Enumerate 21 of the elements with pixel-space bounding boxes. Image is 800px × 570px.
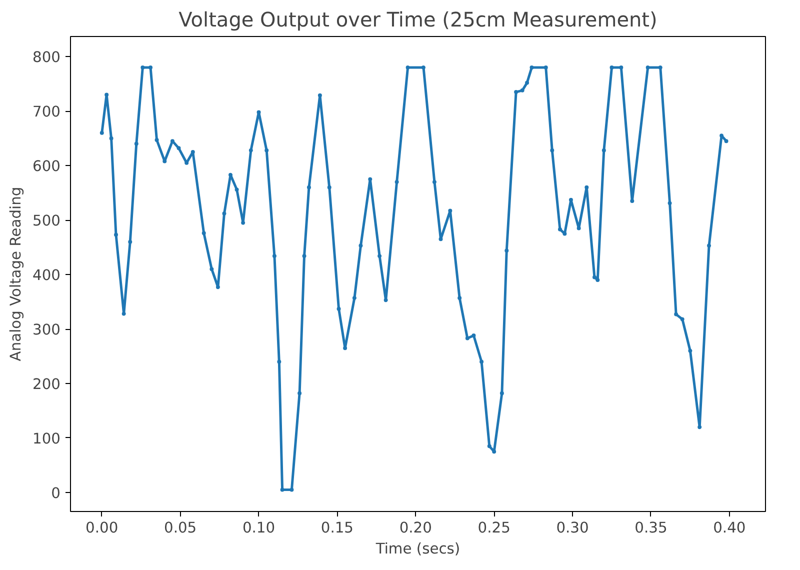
x-tick-label: 0.15 — [320, 520, 354, 536]
x-tick-label: 0.40 — [713, 520, 746, 536]
x-tick-label: 0.05 — [164, 520, 197, 536]
y-tick-label: 300 — [32, 322, 61, 339]
y-tick-label: 0 — [51, 484, 61, 502]
x-tick-label: 0.35 — [634, 520, 668, 536]
y-tick-label: 600 — [32, 158, 61, 176]
x-tick-label: 0.10 — [242, 520, 276, 536]
y-tick-label: 200 — [32, 376, 61, 393]
y-tick-label: 500 — [32, 212, 61, 230]
y-axis-title: Analog Voltage Reading — [8, 186, 25, 362]
x-tick-label: 0.30 — [556, 520, 589, 536]
x-axis-title: Time (secs) — [374, 540, 460, 558]
x-tick-label: 0.00 — [86, 520, 118, 536]
y-tick-label: 400 — [32, 267, 61, 284]
x-tick-label: 0.25 — [478, 520, 510, 536]
y-tick-label: 100 — [32, 430, 61, 448]
x-tick-label: 0.20 — [399, 520, 432, 536]
y-tick-label: 800 — [32, 49, 61, 66]
y-tick-label: 700 — [32, 104, 61, 121]
chart-title: Voltage Output over Time (25cm Measurement) — [178, 8, 658, 32]
